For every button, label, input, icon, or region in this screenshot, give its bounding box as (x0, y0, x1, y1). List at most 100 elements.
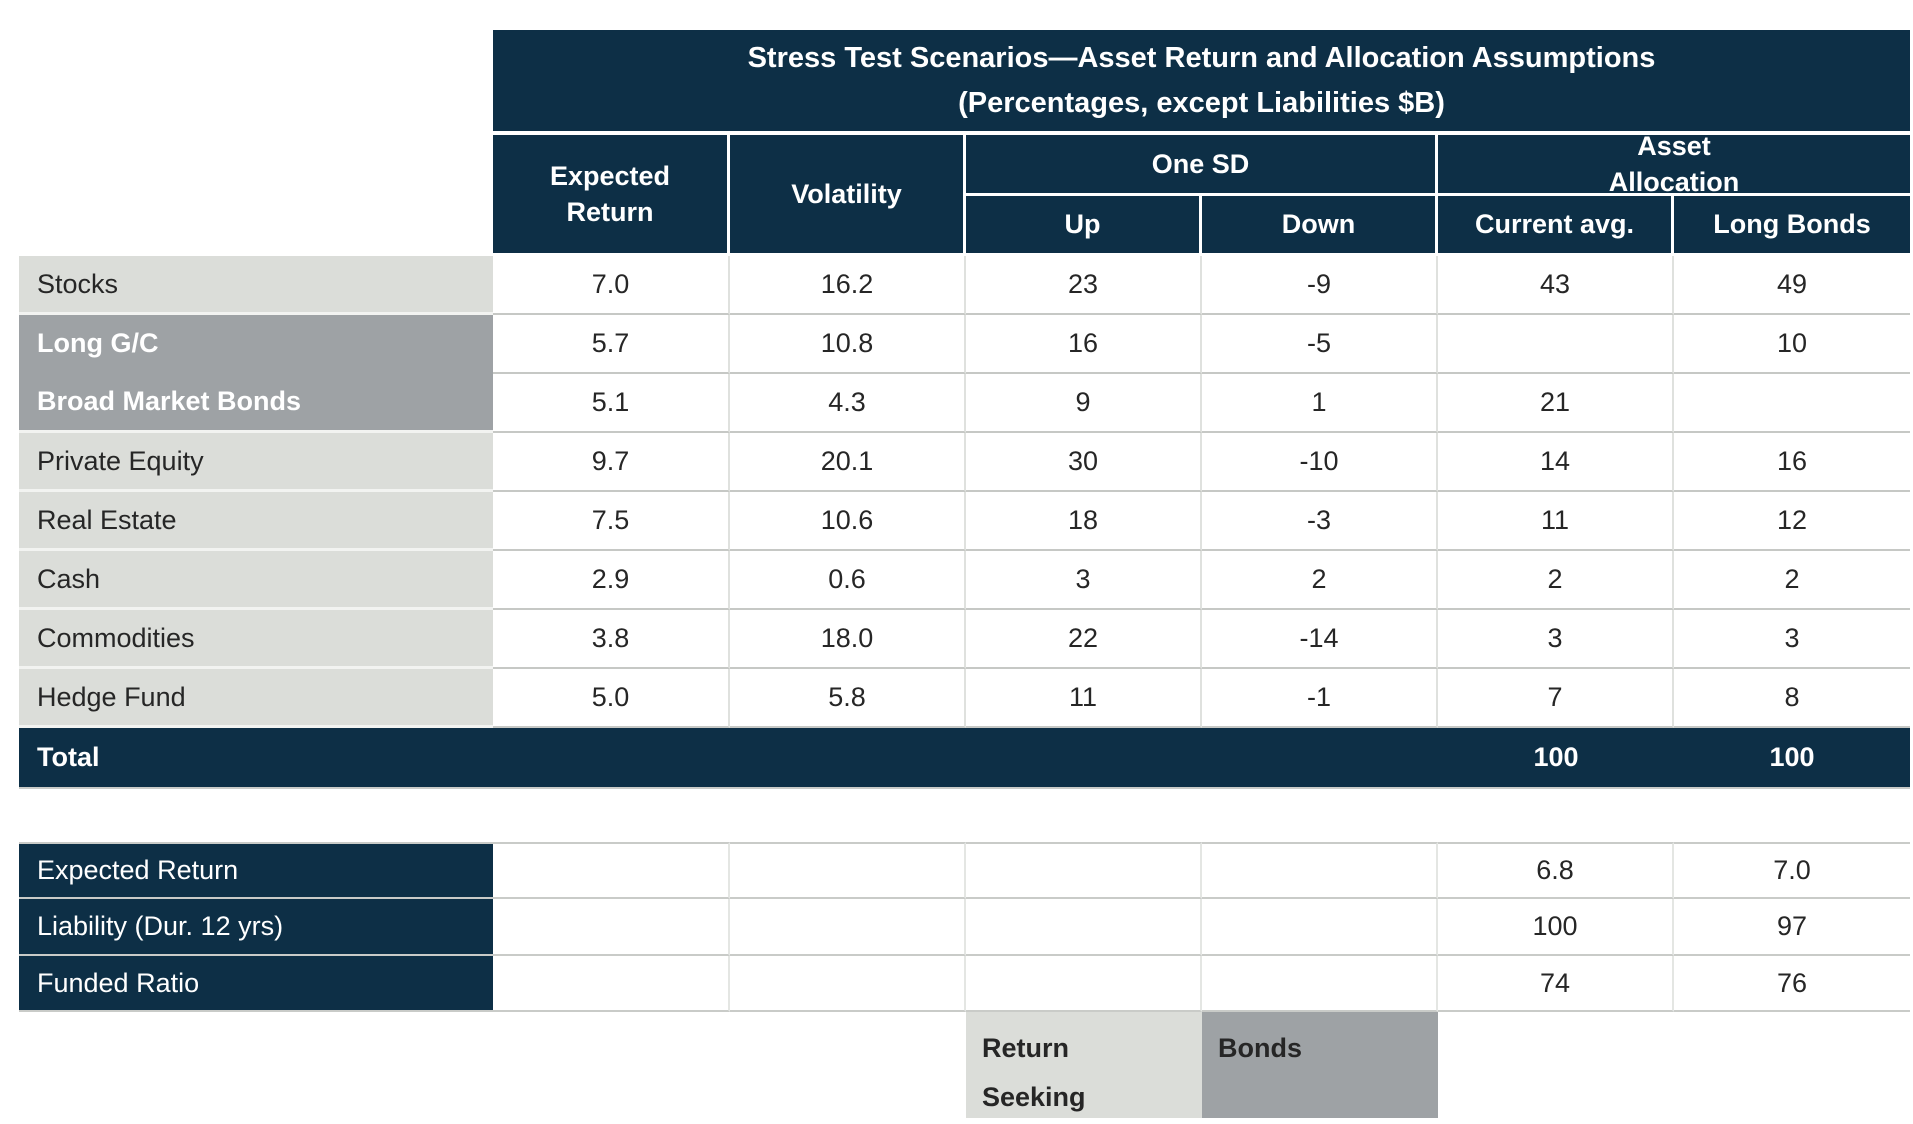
col-header-long-bonds: Long Bonds (1674, 196, 1910, 256)
pe-volatility: 20.1 (730, 433, 966, 492)
summary-empty-cell (966, 842, 1202, 899)
long-gc-volatility: 10.8 (730, 315, 966, 374)
total-alloc-current: 100 (1438, 728, 1674, 789)
pe-sd-up: 30 (966, 433, 1202, 492)
bmb-sd-up: 9 (966, 374, 1202, 433)
long-gc-sd-up: 16 (966, 315, 1202, 374)
col-group-one-sd: One SD (966, 135, 1438, 196)
re-volatility: 10.6 (730, 492, 966, 551)
bmb-expected-return: 5.1 (493, 374, 730, 433)
hf-alloc-current: 7 (1438, 669, 1674, 728)
comm-alloc-current: 3 (1438, 610, 1674, 669)
cash-alloc-current: 2 (1438, 551, 1674, 610)
summary-empty-cell (493, 842, 730, 899)
row-label-commodities: Commodities (19, 610, 493, 669)
row-label-bonds-group: Long G/C Broad Market Bonds (19, 315, 493, 433)
pe-sd-down: -10 (1202, 433, 1438, 492)
total-empty-cell (966, 728, 1202, 789)
col-header-volatility: Volatility (730, 135, 966, 256)
header-spacer (19, 135, 493, 256)
table-title-line1: Stress Test Scenarios—Asset Return and A… (747, 41, 1656, 74)
summary-liability-current: 100 (1438, 899, 1674, 956)
col-group-asset-allocation: Asset Allocation (1438, 135, 1910, 196)
table-title: Stress Test Scenarios—Asset Return and A… (493, 30, 1910, 135)
stocks-sd-down: -9 (1202, 256, 1438, 315)
cash-expected-return: 2.9 (493, 551, 730, 610)
comm-expected-return: 3.8 (493, 610, 730, 669)
summary-empty-cell (966, 956, 1202, 1012)
re-alloc-long-bonds: 12 (1674, 492, 1910, 551)
pe-expected-return: 9.7 (493, 433, 730, 492)
cash-volatility: 0.6 (730, 551, 966, 610)
row-label-broad-market-bonds: Broad Market Bonds (37, 385, 302, 416)
total-row-label: Total (19, 728, 493, 789)
stocks-expected-return: 7.0 (493, 256, 730, 315)
col-header-down: Down (1202, 196, 1438, 256)
stocks-volatility: 16.2 (730, 256, 966, 315)
summary-empty-cell (966, 899, 1202, 956)
col-header-current-avg: Current avg. (1438, 196, 1674, 256)
summary-funded-current: 74 (1438, 956, 1674, 1012)
corner-spacer (19, 30, 493, 135)
row-label-long-gc: Long G/C (37, 328, 159, 359)
summary-empty-cell (730, 956, 966, 1012)
bmb-volatility: 4.3 (730, 374, 966, 433)
row-label-stocks: Stocks (19, 256, 493, 315)
bmb-sd-down: 1 (1202, 374, 1438, 433)
stocks-alloc-current: 43 (1438, 256, 1674, 315)
hf-volatility: 5.8 (730, 669, 966, 728)
stocks-alloc-long-bonds: 49 (1674, 256, 1910, 315)
stress-test-table: Stress Test Scenarios—Asset Return and A… (19, 30, 1913, 1118)
hf-expected-return: 5.0 (493, 669, 730, 728)
legend-bonds: Bonds (1202, 1012, 1438, 1118)
legend-return-seeking-label: Return Seeking (982, 1033, 1086, 1112)
bmb-alloc-current: 21 (1438, 374, 1674, 433)
comm-sd-up: 22 (966, 610, 1202, 669)
table-title-line2: (Percentages, except Liabilities $B) (958, 86, 1445, 119)
row-label-hedge-fund: Hedge Fund (19, 669, 493, 728)
summary-liability-long-bonds: 97 (1674, 899, 1910, 956)
total-empty-cell (493, 728, 730, 789)
comm-alloc-long-bonds: 3 (1674, 610, 1910, 669)
re-sd-down: -3 (1202, 492, 1438, 551)
summary-er-long-bonds: 7.0 (1674, 842, 1910, 899)
bmb-alloc-long-bonds (1674, 374, 1910, 433)
long-gc-alloc-long-bonds: 10 (1674, 315, 1910, 374)
row-label-cash: Cash (19, 551, 493, 610)
row-label-real-estate: Real Estate (19, 492, 493, 551)
summary-label-expected-return: Expected Return (19, 842, 493, 899)
hf-alloc-long-bonds: 8 (1674, 669, 1910, 728)
summary-empty-cell (1202, 956, 1438, 1012)
cash-sd-up: 3 (966, 551, 1202, 610)
summary-label-liability: Liability (Dur. 12 yrs) (19, 899, 493, 956)
col-header-expected-return: Expected Return (493, 135, 730, 256)
summary-funded-long-bonds: 76 (1674, 956, 1910, 1012)
hf-sd-down: -1 (1202, 669, 1438, 728)
legend-bonds-label: Bonds (1218, 1033, 1302, 1063)
re-alloc-current: 11 (1438, 492, 1674, 551)
stocks-sd-up: 23 (966, 256, 1202, 315)
long-gc-alloc-current (1438, 315, 1674, 374)
total-empty-cell (1202, 728, 1438, 789)
comm-volatility: 18.0 (730, 610, 966, 669)
row-label-private-equity: Private Equity (19, 433, 493, 492)
hf-sd-up: 11 (966, 669, 1202, 728)
section-gap (19, 789, 1910, 842)
pe-alloc-current: 14 (1438, 433, 1674, 492)
re-sd-up: 18 (966, 492, 1202, 551)
legend-return-seeking: Return Seeking (966, 1012, 1202, 1118)
cash-sd-down: 2 (1202, 551, 1438, 610)
summary-empty-cell (730, 842, 966, 899)
summary-empty-cell (493, 899, 730, 956)
summary-empty-cell (493, 956, 730, 1012)
total-empty-cell (730, 728, 966, 789)
col-header-up: Up (966, 196, 1202, 256)
summary-empty-cell (730, 899, 966, 956)
pe-alloc-long-bonds: 16 (1674, 433, 1910, 492)
comm-sd-down: -14 (1202, 610, 1438, 669)
long-gc-sd-down: -5 (1202, 315, 1438, 374)
summary-empty-cell (1202, 899, 1438, 956)
summary-label-funded-ratio: Funded Ratio (19, 956, 493, 1012)
long-gc-expected-return: 5.7 (493, 315, 730, 374)
